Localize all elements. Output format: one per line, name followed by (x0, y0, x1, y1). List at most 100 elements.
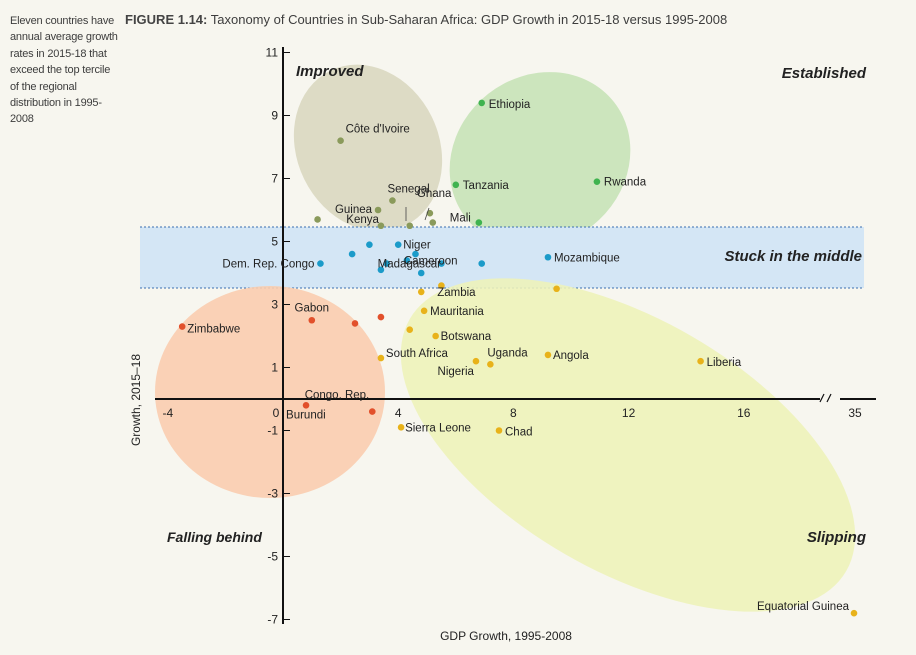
data-point (403, 257, 411, 264)
side-note: Eleven countries have annual average gro… (10, 15, 118, 126)
data-label: Rwanda (604, 177, 647, 189)
y-tick-label: -1 (267, 424, 278, 438)
data-point (366, 241, 373, 248)
y-ticks: 11 9 7 5 3 1 -1 -3 -5 -7 (266, 46, 290, 627)
data-label: Sierra Leone (405, 422, 471, 434)
y-tick-label: 9 (271, 109, 278, 123)
x-axis-label: GDP Growth, 1995-2008 (440, 629, 572, 643)
quad-established: Established (782, 65, 867, 82)
data-point (420, 307, 428, 315)
data-point (487, 361, 494, 368)
data-point (850, 609, 858, 617)
data-point (368, 408, 376, 415)
x-tick-label: 8 (510, 406, 517, 420)
data-point (377, 354, 385, 362)
data-label: Ethiopia (489, 99, 531, 111)
data-point (337, 137, 344, 144)
quad-slipping: Slipping (807, 529, 866, 546)
data-label: Botswana (441, 331, 492, 343)
data-label: Niger (403, 240, 431, 252)
quad-falling-behind: Falling behind (167, 529, 262, 545)
data-point (394, 241, 402, 248)
x-ticks: -4 0 4 8 12 16 35 (162, 406, 862, 420)
data-point (383, 260, 390, 267)
region-layer (140, 64, 864, 612)
data-point (429, 219, 437, 226)
y-tick-label: -7 (267, 613, 278, 627)
data-point (351, 320, 359, 327)
data-point (317, 260, 324, 267)
data-label: Congo, Rep. (305, 390, 370, 402)
data-point (348, 250, 356, 258)
data-point (377, 266, 385, 274)
data-point (389, 197, 396, 204)
data-points (178, 99, 858, 617)
data-label: Côte d'Ivoire (346, 124, 410, 136)
data-point (438, 260, 445, 267)
data-point (314, 216, 321, 223)
region-slipping (400, 278, 856, 612)
x-tick-label: -4 (162, 406, 173, 420)
leader-ghana (424, 207, 430, 221)
data-point (452, 181, 460, 189)
data-label: Madagascar (378, 259, 441, 271)
data-label: Burundi (286, 409, 326, 421)
leader-lines (405, 207, 430, 221)
data-point (417, 288, 425, 296)
quad-improved: Improved (296, 63, 364, 80)
x-tick-label: 4 (395, 406, 402, 420)
data-label: Mauritania (430, 306, 484, 318)
y-axis-label: Growth, 2015–18 (129, 354, 143, 446)
y-tick-label: 5 (271, 235, 278, 249)
data-label: Zimbabwe (187, 324, 240, 336)
region-improved (293, 64, 443, 232)
x-tick-label: 12 (622, 406, 636, 420)
data-label: Kenya (346, 214, 379, 226)
data-point (417, 269, 425, 277)
data-point (397, 424, 405, 431)
quad-stuck: Stuck in the middle (724, 248, 862, 265)
data-label: Dem. Rep. Congo (222, 259, 314, 271)
data-label: Mozambique (554, 252, 620, 264)
data-point (475, 219, 483, 226)
y-tick-label: 11 (266, 46, 279, 60)
data-point (697, 357, 704, 365)
data-point (406, 222, 414, 230)
data-label: Uganda (487, 347, 528, 359)
data-point (544, 351, 552, 359)
quadrant-labels: Improved Established Stuck in the middle… (167, 63, 867, 546)
data-point (593, 178, 601, 185)
data-label: Mali (450, 213, 471, 225)
x-tick-label: 35 (848, 406, 862, 420)
data-point (302, 402, 310, 409)
data-label: South Africa (386, 348, 449, 360)
figure-label: FIGURE 1.14: (125, 12, 208, 27)
data-label: Zambia (437, 287, 476, 299)
data-point (377, 313, 385, 321)
axis-break-icon (819, 393, 832, 403)
data-point (412, 250, 419, 258)
data-point (478, 260, 486, 267)
axes (155, 47, 876, 624)
data-label: Chad (505, 427, 533, 439)
data-point (377, 222, 385, 230)
data-label: Ghana (417, 188, 452, 200)
data-label: Cameroon (404, 255, 458, 267)
data-point (406, 326, 414, 334)
data-point (495, 427, 503, 434)
data-point (438, 282, 445, 289)
data-point (374, 206, 382, 214)
data-point (553, 285, 560, 293)
data-label: Tanzania (463, 180, 510, 192)
region-established (449, 72, 631, 248)
data-label: Nigeria (438, 366, 475, 378)
data-point (432, 332, 439, 340)
x-tick-label: 0 (273, 406, 280, 420)
data-point (478, 99, 486, 107)
data-label: Gabon (295, 302, 330, 314)
data-point (472, 357, 480, 365)
data-point (308, 316, 316, 324)
data-label: Senegal (387, 184, 429, 196)
data-label: Equatorial Guinea (757, 601, 850, 613)
